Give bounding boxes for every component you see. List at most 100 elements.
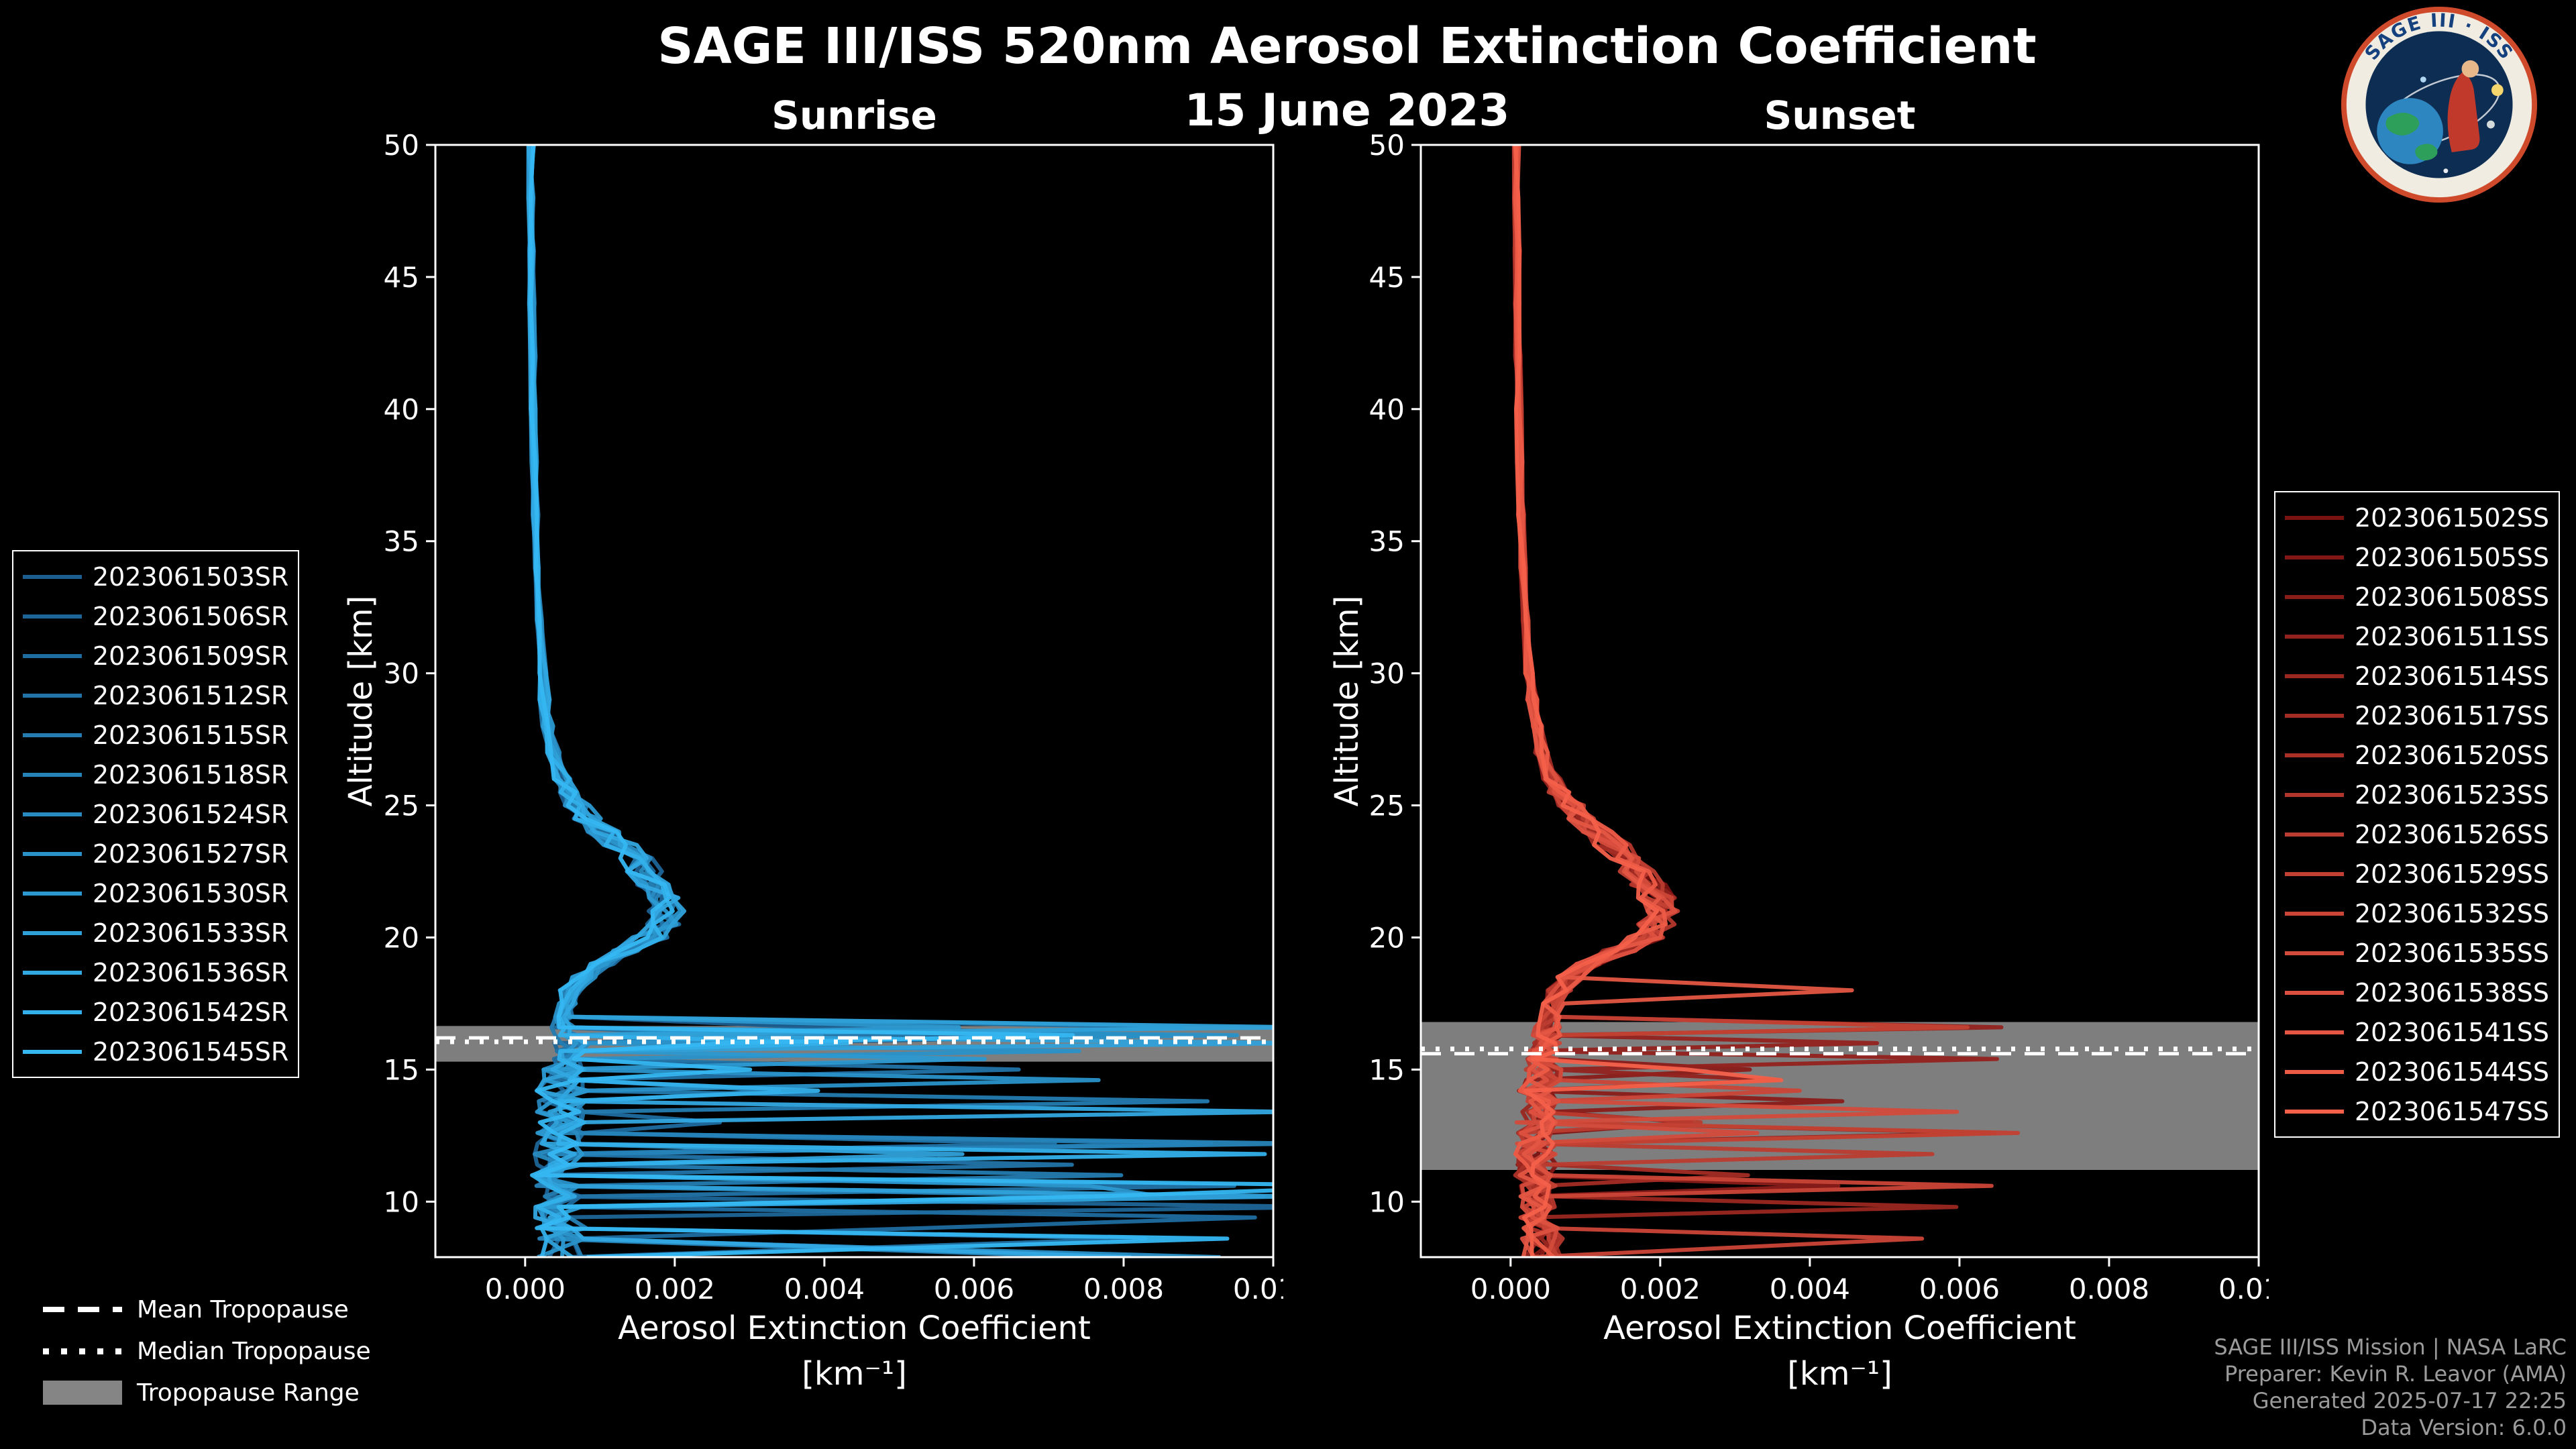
median-tropopause-legend-item: Median Tropopause	[43, 1335, 371, 1367]
legend-label: 2023061533SR	[93, 918, 289, 948]
x-tick-label: 0.008	[2069, 1273, 2149, 1305]
footer-generated: Generated 2025-07-17 22:25	[2252, 1388, 2567, 1413]
legend-item: 2023061502SS	[2285, 498, 2549, 537]
legend-label: 2023061518SR	[93, 759, 289, 790]
series-group	[1511, 145, 2021, 1257]
legend-line-swatch	[23, 1049, 82, 1054]
legend-line-swatch	[2285, 594, 2344, 599]
sunset-plot: 0.000 0.002 0.004 0.006 0.008 0.010 10 15 20 25 30…	[1369, 129, 2269, 1305]
legend-line-swatch	[2285, 713, 2344, 718]
y-tick-label: 40	[384, 393, 419, 426]
x-tick-label: 0.010	[1233, 1273, 1283, 1305]
legend-line-swatch	[2285, 832, 2344, 837]
legend-label: 2023061535SS	[2355, 938, 2550, 968]
legend-line-swatch	[2285, 792, 2344, 797]
plot-border	[1419, 144, 2260, 1258]
legend-item: 2023061524SR	[23, 794, 288, 834]
legend-label: 2023061502SS	[2355, 502, 2550, 533]
sunrise-x-axis-label: Aerosol Extinction Coefficient	[618, 1309, 1091, 1347]
legend-line-swatch	[2285, 1069, 2344, 1074]
legend-label: 2023061547SS	[2355, 1096, 2550, 1126]
x-tick-label: 0.006	[1919, 1273, 2000, 1305]
logo-star-icon	[2420, 76, 2426, 83]
legend-item: 2023061505SS	[2285, 537, 2549, 577]
y-tick-label: 35	[384, 525, 419, 558]
series-line-2023061527SR	[527, 145, 1240, 1257]
legend-line-swatch	[2285, 1030, 2344, 1034]
legend-item: 2023061538SS	[2285, 973, 2549, 1012]
legend-line-swatch	[23, 693, 82, 698]
logo-inner-disc	[2365, 31, 2513, 178]
logo-earth-land	[2385, 112, 2420, 136]
sunrise-plot: 0.000 0.002 0.004 0.006 0.008 0.010 10 15 20 25 30…	[384, 129, 1283, 1305]
legend-label: 2023061509SR	[93, 641, 289, 671]
series-line-2023061545SR	[528, 145, 1273, 1257]
legend-line-swatch	[2285, 634, 2344, 639]
legend-label: 2023061512SR	[93, 680, 289, 710]
tropopause-legend: Mean Tropopause Median Tropopause Tropop…	[43, 1293, 371, 1409]
x-tick-label: 0.000	[1470, 1273, 1551, 1305]
sunrise-legend: 2023061503SR 2023061506SR 2023061509SR 2023…	[12, 550, 300, 1078]
legend-label: 2023061503SR	[93, 561, 289, 592]
legend-label: 2023061511SS	[2355, 621, 2550, 651]
footer-preparer: Preparer: Kevin R. Leavor (AMA)	[2224, 1361, 2567, 1387]
legend-item: 2023061511SS	[2285, 616, 2549, 656]
chart-date: 15 June 2023	[1184, 85, 1510, 136]
tropopause-range-label: Tropopause Range	[137, 1379, 360, 1407]
legend-item: 2023061541SS	[2285, 1012, 2549, 1052]
legend-item: 2023061529SS	[2285, 854, 2549, 894]
mean-tropopause-label: Mean Tropopause	[137, 1295, 349, 1324]
x-tick-label: 0.004	[1770, 1273, 1850, 1305]
y-tick-label: 50	[1369, 129, 1405, 162]
legend-item: 2023061514SS	[2285, 656, 2549, 696]
logo-star-icon-2	[2443, 168, 2449, 174]
legend-item: 2023061523SS	[2285, 775, 2549, 814]
legend-item: 2023061506SR	[23, 596, 288, 636]
legend-label: 2023061517SS	[2355, 700, 2550, 731]
legend-item: 2023061535SS	[2285, 933, 2549, 973]
legend-line-swatch	[23, 614, 82, 619]
legend-line-swatch	[23, 930, 82, 935]
legend-label: 2023061545SR	[93, 1036, 289, 1067]
mean-tropopause-legend-item: Mean Tropopause	[43, 1293, 371, 1326]
legend-item: 2023061530SR	[23, 873, 288, 913]
x-tick-label: 0.002	[1620, 1273, 1701, 1305]
legend-label: 2023061527SR	[93, 839, 289, 869]
x-tick-label: 0.004	[784, 1273, 865, 1305]
legend-label: 2023061538SS	[2355, 977, 2550, 1008]
y-tick-label: 15	[384, 1053, 419, 1086]
legend-label: 2023061544SS	[2355, 1057, 2550, 1087]
legend-line-swatch	[23, 851, 82, 856]
legend-line-swatch	[2285, 555, 2344, 559]
legend-label: 2023061508SS	[2355, 582, 2550, 612]
y-tick-label: 30	[384, 657, 419, 690]
legend-line-swatch	[23, 772, 82, 777]
legend-line-swatch	[2285, 990, 2344, 995]
logo-moon-icon	[2491, 84, 2504, 97]
logo-earth-land-2	[2415, 144, 2438, 161]
legend-label: 2023061515SR	[93, 720, 289, 750]
mean-tropopause-dash-icon	[43, 1307, 122, 1312]
legend-label: 2023061520SS	[2355, 740, 2550, 770]
median-tropopause-label: Median Tropopause	[137, 1337, 371, 1365]
legend-item: 2023061526SS	[2285, 814, 2549, 854]
y-tick-label: 40	[1369, 393, 1405, 426]
legend-label: 2023061532SS	[2355, 898, 2550, 928]
legend-item: 2023061532SS	[2285, 894, 2549, 933]
legend-item: 2023061512SR	[23, 676, 288, 715]
sage-iss-logo: SAGE III · ISS	[2341, 6, 2538, 203]
tropopause-range-swatch	[43, 1381, 122, 1405]
legend-label: 2023061529SS	[2355, 859, 2550, 889]
y-tick-label: 30	[1369, 657, 1405, 690]
x-tick-label: 0.002	[635, 1273, 715, 1305]
y-tick-label: 50	[384, 129, 419, 162]
legend-label: 2023061536SR	[93, 957, 289, 987]
legend-line-swatch	[23, 574, 82, 579]
y-tick-label: 45	[384, 261, 419, 294]
legend-item: 2023061503SR	[23, 557, 288, 596]
legend-item: 2023061517SS	[2285, 696, 2549, 735]
legend-line-swatch	[23, 891, 82, 896]
sunrise-subplot-title: Sunrise	[771, 93, 937, 138]
sunset-subplot-title: Sunset	[1764, 93, 1916, 138]
